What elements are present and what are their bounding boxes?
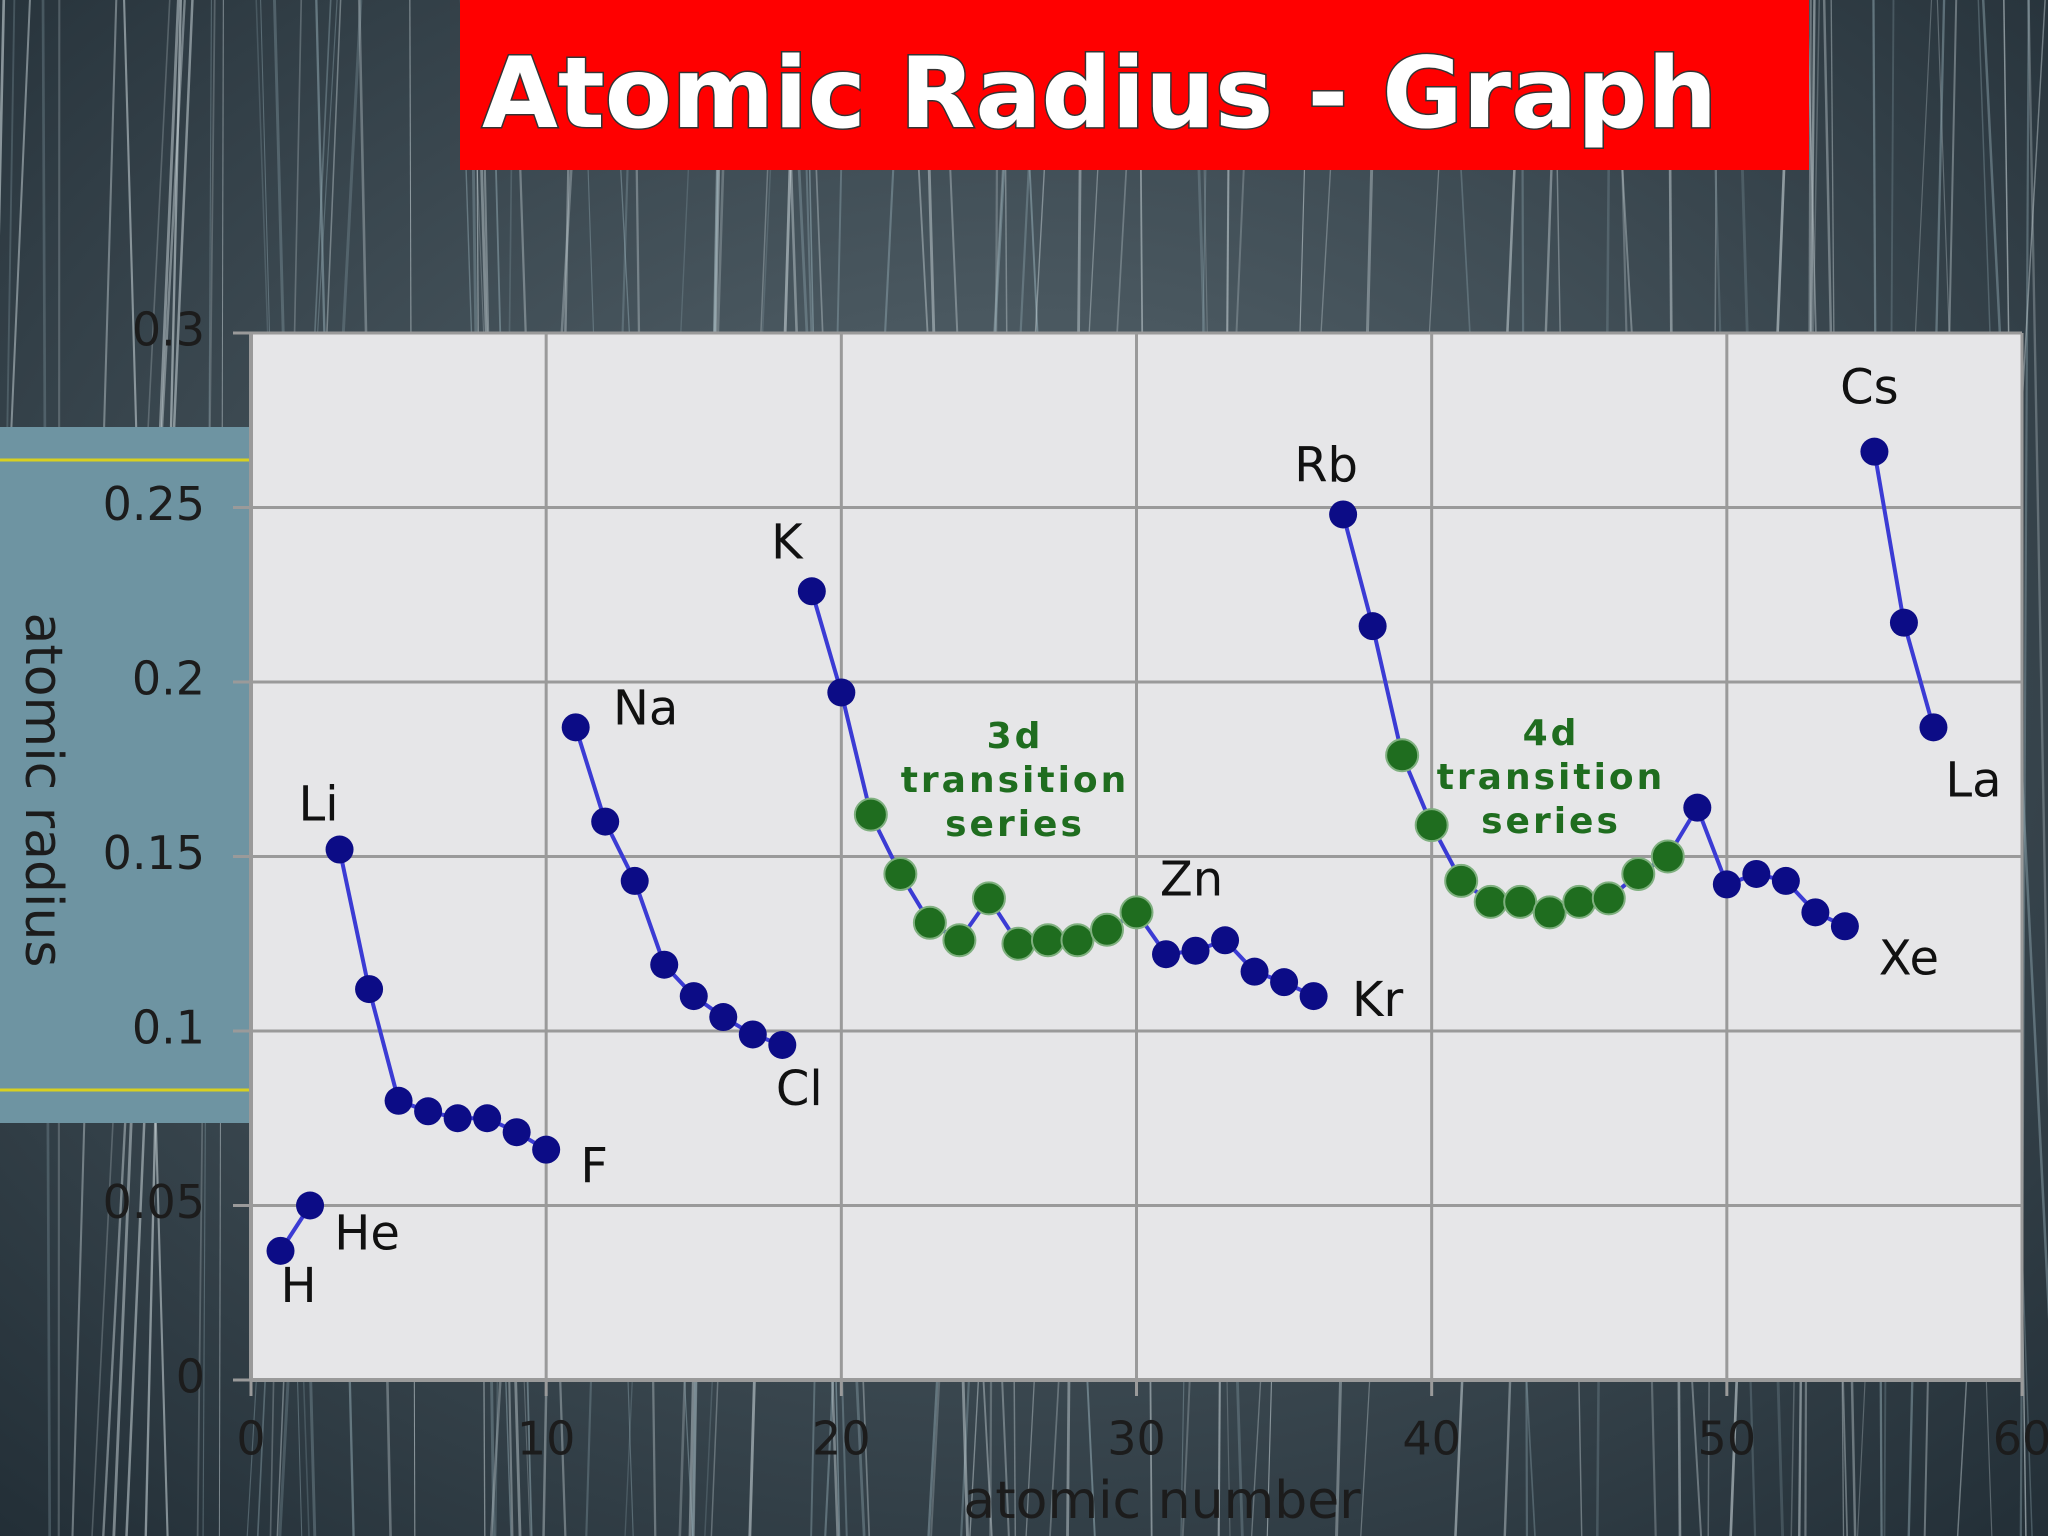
annotation: transition xyxy=(1437,757,1666,798)
x-tick-label: 50 xyxy=(1698,1412,1757,1466)
x-axis-label: atomic number xyxy=(963,1471,1361,1531)
annotation: 4d xyxy=(1523,713,1580,754)
marker xyxy=(355,975,384,1004)
highlight-marker xyxy=(912,905,947,940)
marker xyxy=(266,1236,295,1265)
point-label: Cs xyxy=(1840,360,1899,416)
highlight-marker xyxy=(883,856,918,891)
marker xyxy=(1889,608,1918,637)
point-label: He xyxy=(334,1206,400,1262)
highlight-marker xyxy=(1060,923,1095,958)
y-tick-label: 0.1 xyxy=(132,1001,205,1055)
marker xyxy=(1742,859,1771,888)
annotation: series xyxy=(945,804,1085,845)
marker xyxy=(502,1118,531,1147)
marker xyxy=(1712,870,1741,899)
marker xyxy=(1683,793,1712,822)
marker xyxy=(384,1086,413,1115)
marker xyxy=(679,982,708,1011)
highlight-marker xyxy=(853,797,888,832)
point-label: Na xyxy=(613,680,678,736)
marker xyxy=(473,1104,502,1133)
marker xyxy=(1299,982,1328,1011)
highlight-marker xyxy=(1089,912,1124,947)
y-tick-label: 0.3 xyxy=(132,303,205,357)
marker xyxy=(1329,500,1358,529)
marker xyxy=(1181,936,1210,965)
highlight-marker xyxy=(1562,884,1597,919)
y-tick-label: 0.05 xyxy=(103,1175,205,1229)
x-tick-label: 20 xyxy=(812,1412,871,1466)
highlight-marker xyxy=(1001,926,1036,961)
y-tick-label: 0 xyxy=(176,1350,205,1404)
streak xyxy=(0,0,31,714)
highlight-marker xyxy=(1503,884,1538,919)
marker xyxy=(414,1097,443,1126)
marker xyxy=(1860,437,1889,466)
x-tick-label: 60 xyxy=(1993,1412,2048,1466)
highlight-marker xyxy=(1532,895,1567,930)
marker xyxy=(709,1003,738,1032)
x-tick-label: 30 xyxy=(1107,1412,1166,1466)
marker xyxy=(561,713,590,742)
point-label: H xyxy=(280,1258,316,1314)
highlight-marker xyxy=(1621,856,1656,891)
highlight-marker xyxy=(942,923,977,958)
marker xyxy=(620,866,649,895)
y-axis-label: atomic radius xyxy=(13,612,73,967)
highlight-marker xyxy=(1414,808,1449,843)
annotation: 3d xyxy=(987,716,1044,757)
marker xyxy=(1211,926,1240,955)
marker xyxy=(1358,612,1387,641)
marker xyxy=(650,950,679,979)
marker xyxy=(591,807,620,836)
marker xyxy=(738,1020,767,1049)
marker xyxy=(1919,713,1948,742)
marker xyxy=(296,1191,325,1220)
highlight-marker xyxy=(1591,881,1626,916)
marker xyxy=(1830,912,1859,941)
highlight-marker xyxy=(971,881,1006,916)
marker xyxy=(1801,898,1830,927)
marker xyxy=(797,577,826,606)
highlight-marker xyxy=(1385,738,1420,773)
point-label: Kr xyxy=(1352,972,1403,1028)
marker xyxy=(1152,940,1181,969)
marker xyxy=(1240,957,1269,986)
point-label: Cl xyxy=(776,1061,823,1117)
highlight-marker xyxy=(1650,839,1685,874)
point-label: Rb xyxy=(1294,437,1358,493)
title-bar xyxy=(460,0,1809,170)
point-label: La xyxy=(1945,752,2001,808)
point-label: K xyxy=(771,514,804,570)
chart-title: Atomic Radius - Graph xyxy=(482,37,1717,151)
highlight-marker xyxy=(1119,895,1154,930)
marker xyxy=(768,1030,797,1059)
marker xyxy=(532,1135,561,1164)
marker xyxy=(827,678,856,707)
y-tick-label: 0.25 xyxy=(103,477,205,531)
highlight-marker xyxy=(1473,884,1508,919)
annotation: series xyxy=(1481,801,1621,842)
point-label: Li xyxy=(299,777,339,833)
side-panel xyxy=(0,427,251,1123)
highlight-marker xyxy=(1030,923,1065,958)
x-tick-label: 40 xyxy=(1402,1412,1461,1466)
marker xyxy=(443,1104,472,1133)
streak xyxy=(2027,0,2048,1111)
x-tick-label: 0 xyxy=(236,1412,265,1466)
y-tick-label: 0.2 xyxy=(132,652,205,706)
point-label: Xe xyxy=(1879,930,1939,986)
x-tick-label: 10 xyxy=(517,1412,576,1466)
highlight-marker xyxy=(1444,863,1479,898)
marker xyxy=(325,835,354,864)
y-tick-label: 0.15 xyxy=(103,826,205,880)
point-label: Zn xyxy=(1160,851,1223,907)
marker xyxy=(1270,968,1299,997)
marker xyxy=(1771,866,1800,895)
annotation: transition xyxy=(901,760,1130,801)
point-label: F xyxy=(580,1139,608,1195)
